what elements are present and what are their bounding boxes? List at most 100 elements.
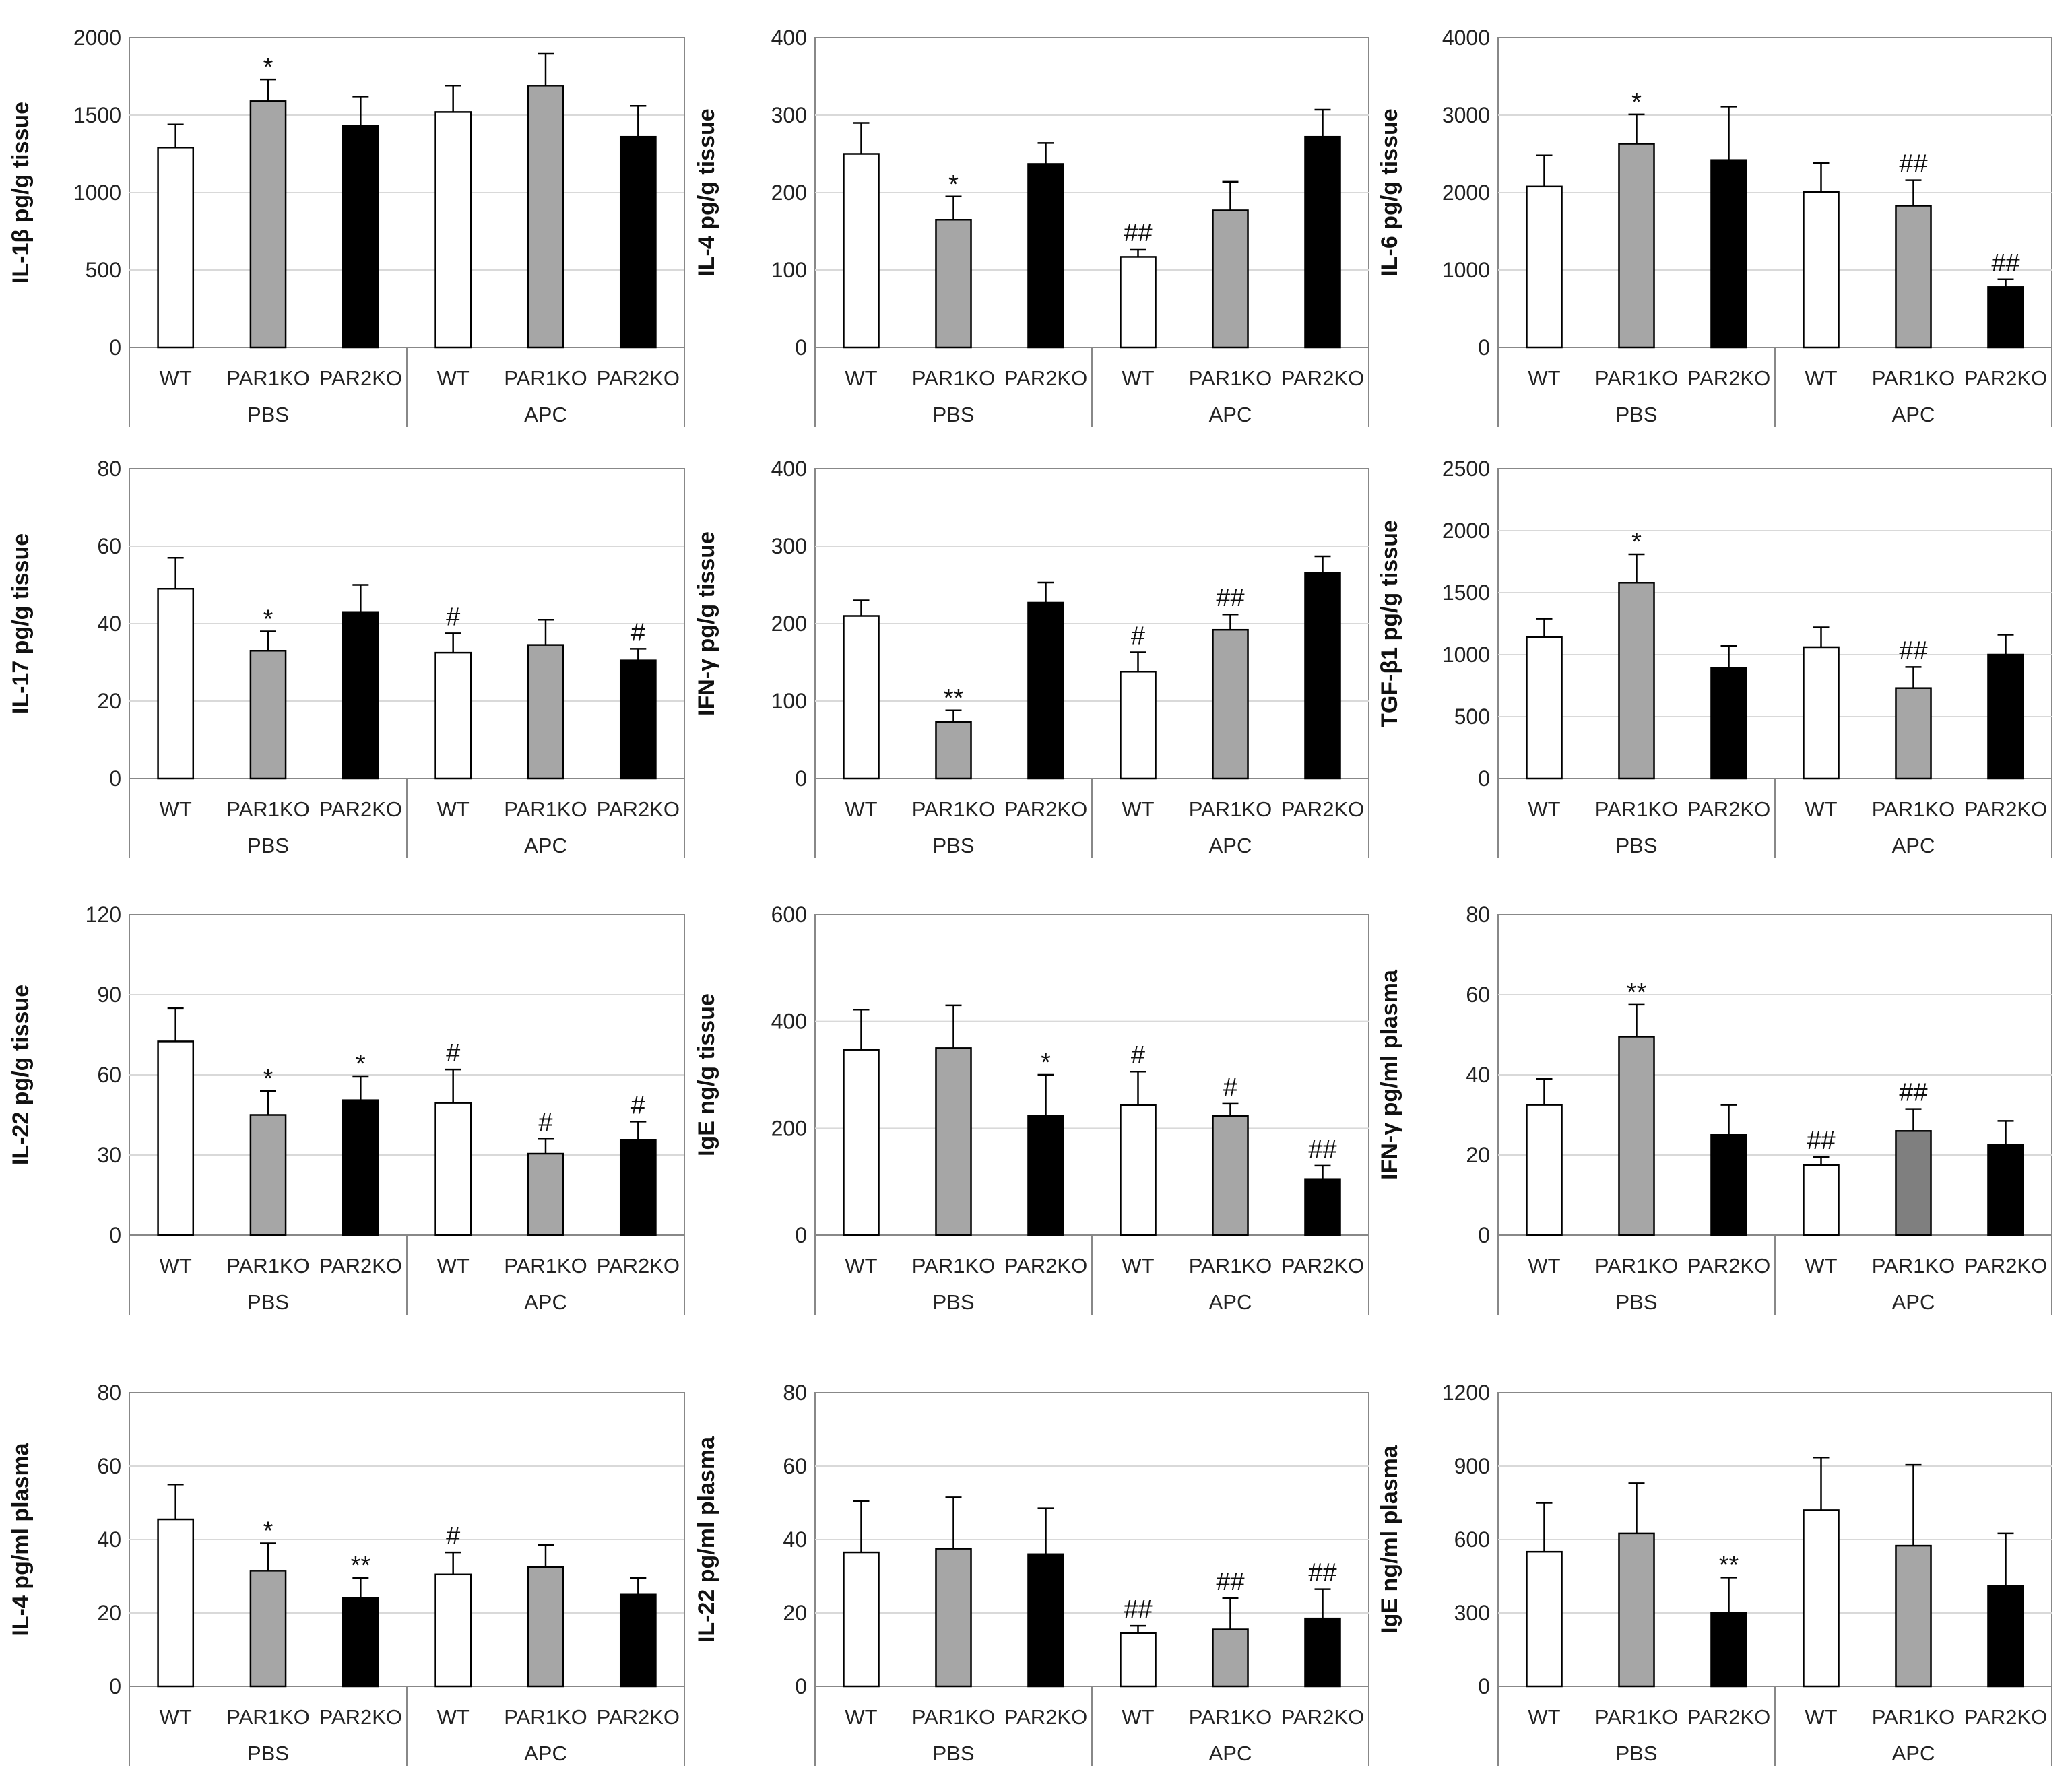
bar-wt-apc [434, 1573, 472, 1688]
bar-par2ko-pbs [342, 1099, 379, 1236]
x-category-label: WT [160, 366, 192, 390]
x-category-label: PAR1KO [1189, 1705, 1272, 1729]
y-axis-label: IL-4 pg/g tissue [694, 108, 719, 276]
significance-marker: ## [1216, 584, 1244, 612]
significance-marker: * [263, 53, 273, 81]
bar-wt-pbs [1526, 185, 1563, 349]
bar-par1ko-pbs [935, 1548, 972, 1688]
y-axis-label: IgE ng/g tissue [694, 993, 719, 1156]
bar-par1ko-apc [527, 1566, 564, 1688]
y-tick-label: 120 [86, 902, 121, 927]
x-group-label: APC [524, 403, 567, 426]
bar-wt-apc [1120, 671, 1157, 780]
y-tick-label: 0 [795, 335, 807, 360]
x-category-label: PAR1KO [1595, 1254, 1678, 1278]
y-tick-label: 1500 [73, 103, 121, 127]
y-tick-label: 0 [109, 1223, 121, 1247]
bar-par2ko-apc [1304, 135, 1341, 349]
x-group-label: PBS [1615, 1742, 1657, 1765]
y-tick-label: 500 [1454, 704, 1490, 729]
y-tick-label: 100 [771, 258, 807, 282]
x-category-label: PAR1KO [504, 797, 587, 821]
y-axis-label: IL-4 pg/ml plasma [8, 1442, 34, 1636]
y-tick-label: 400 [771, 26, 807, 50]
x-group-label: PBS [932, 1742, 974, 1765]
significance-marker: # [1223, 1073, 1237, 1102]
y-axis-label: IgE ng/ml plasma [1377, 1445, 1402, 1634]
bar-wt-pbs [157, 588, 195, 780]
x-category-label: PAR1KO [504, 366, 587, 390]
x-group-label: APC [524, 1742, 567, 1765]
bar-wt-apc [434, 651, 472, 780]
x-category-label: PAR2KO [1004, 366, 1087, 390]
y-tick-label: 0 [795, 1674, 807, 1698]
panel-7: 0 30 60 90 120 IL-22 pg/g tissue WT * PAR1KO * PAR… [8, 902, 685, 1315]
x-group-label: APC [524, 1290, 567, 1314]
y-tick-label: 40 [1466, 1063, 1490, 1087]
x-category-label: WT [1528, 1254, 1560, 1278]
bar-par1ko-apc [527, 85, 564, 349]
y-tick-label: 3000 [1442, 103, 1490, 127]
x-category-label: PAR1KO [1595, 366, 1678, 390]
bar-par1ko-pbs [249, 1570, 287, 1688]
x-category-label: PAR1KO [1872, 366, 1955, 390]
x-group-label: APC [524, 834, 567, 857]
plot-frame [1497, 468, 2052, 779]
x-group-label: APC [1209, 1742, 1252, 1765]
panel-4: 0 20 40 60 80 IL-17 pg/g tissue WT * PAR1KO PAR2K… [8, 457, 685, 858]
x-group-label: PBS [932, 834, 974, 857]
panel-8: 0 200 400 600 IgE ng/g tissue WT PAR1KO * PAR2KO… [694, 902, 1369, 1315]
bar-par1ko-apc [1895, 205, 1932, 349]
bar-par2ko-pbs [1710, 159, 1747, 349]
y-tick-label: 400 [771, 457, 807, 481]
x-category-label: PAR1KO [912, 366, 995, 390]
x-category-label: PAR2KO [597, 366, 680, 390]
significance-marker: ## [1899, 150, 1927, 178]
x-category-label: PAR2KO [1004, 797, 1087, 821]
x-category-label: PAR2KO [1687, 366, 1770, 390]
y-tick-label: 200 [771, 612, 807, 636]
bar-par2ko-apc [1987, 1585, 2024, 1688]
x-category-label: PAR2KO [1687, 797, 1770, 821]
significance-marker: # [631, 618, 645, 647]
x-category-label: PAR1KO [226, 1254, 309, 1278]
plot-frame [814, 914, 1369, 1236]
bar-par1ko-pbs [1618, 1532, 1655, 1688]
bar-par2ko-pbs [342, 1597, 379, 1688]
panel-2: 0 100 200 300 400 IL-4 pg/g tissue WT * PAR1KO PA… [694, 26, 1369, 427]
y-tick-label: 300 [1454, 1601, 1490, 1625]
significance-marker: # [446, 603, 460, 631]
panel-3: 0 1000 2000 3000 4000 IL-6 pg/g tissue WT * PAR1… [1377, 26, 2052, 427]
y-tick-label: 20 [97, 689, 121, 713]
y-axis-label: IL-17 pg/g tissue [8, 533, 34, 714]
x-category-label: PAR2KO [1281, 1705, 1364, 1729]
y-tick-label: 0 [109, 1674, 121, 1698]
bar-par1ko-pbs [249, 1114, 287, 1236]
bar-par2ko-pbs [1027, 1553, 1064, 1688]
bar-par1ko-pbs [935, 721, 972, 780]
y-tick-label: 200 [771, 1116, 807, 1140]
significance-marker: * [1041, 1049, 1051, 1077]
bar-par1ko-apc [1212, 209, 1249, 349]
x-group-label: APC [1892, 403, 1935, 426]
y-tick-label: 1000 [1442, 642, 1490, 667]
bar-par2ko-apc [619, 1593, 657, 1688]
panel-5: 0 100 200 300 400 IFN-γ pg/g tissue WT ** PAR1KO… [694, 457, 1369, 858]
significance-marker: # [446, 1039, 460, 1067]
significance-marker: ## [1124, 1595, 1152, 1624]
x-group-label: PBS [247, 834, 289, 857]
significance-marker: ## [1308, 1135, 1336, 1164]
bar-par1ko-apc [527, 1152, 564, 1236]
significance-marker: ** [351, 1552, 371, 1580]
significance-marker: ## [1124, 219, 1152, 247]
x-category-label: PAR2KO [1964, 1705, 2047, 1729]
panel-9: 0 20 40 60 80 IFN-γ pg/ml plasma WT ** PAR1KO PAR… [1377, 902, 2052, 1315]
significance-marker: # [631, 1091, 645, 1119]
y-tick-label: 600 [1454, 1527, 1490, 1552]
y-tick-label: 80 [1466, 902, 1490, 927]
x-category-label: PAR1KO [1189, 797, 1272, 821]
x-category-label: WT [437, 1705, 470, 1729]
x-category-label: PAR2KO [319, 797, 402, 821]
bar-par2ko-pbs [342, 611, 379, 780]
bar-par2ko-apc [1304, 1617, 1341, 1688]
